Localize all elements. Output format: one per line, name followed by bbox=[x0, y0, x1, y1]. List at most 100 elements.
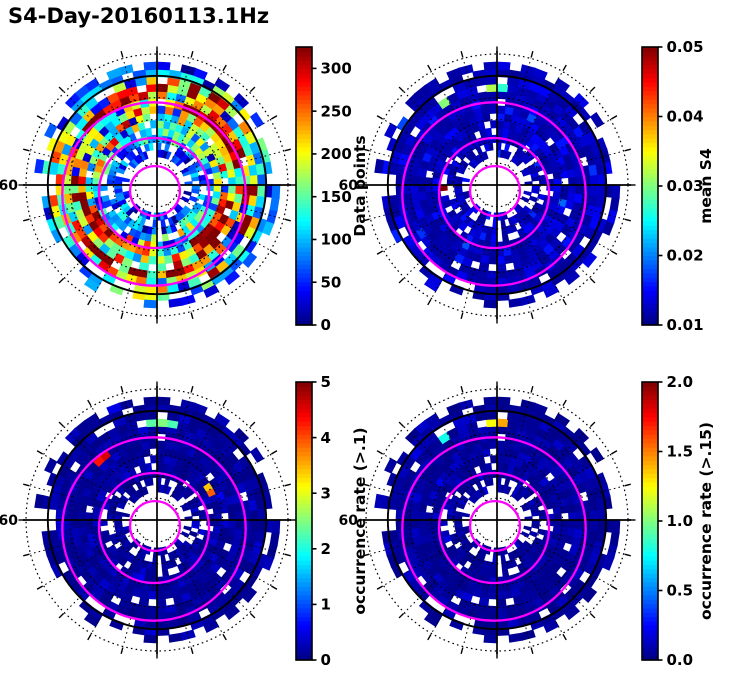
heatmap-cell bbox=[410, 519, 419, 530]
heatmap-cell bbox=[130, 203, 139, 212]
heatmap-cell bbox=[73, 84, 90, 100]
heatmap-cell bbox=[108, 126, 120, 138]
heatmap-cell bbox=[173, 540, 181, 549]
colorbar-swatch bbox=[642, 655, 658, 661]
colorbar-swatch bbox=[642, 412, 658, 418]
heatmap-cell bbox=[168, 121, 178, 131]
heatmap-cell bbox=[595, 472, 608, 488]
heatmap-cell bbox=[139, 152, 146, 162]
heatmap-cell bbox=[92, 171, 102, 180]
heatmap-cell bbox=[187, 611, 202, 624]
colorbar-swatch bbox=[642, 99, 658, 105]
heatmap-cell bbox=[456, 195, 466, 203]
colorbar-title: Data points bbox=[351, 135, 369, 236]
heatmap-cell bbox=[548, 142, 560, 154]
outer-tick bbox=[23, 218, 30, 222]
heatmap-cell bbox=[454, 192, 464, 199]
colorbar-swatch bbox=[642, 181, 658, 187]
heatmap-cell bbox=[138, 128, 147, 138]
heatmap-cell bbox=[219, 526, 229, 536]
heatmap-cell bbox=[139, 216, 147, 226]
colorbar-swatch bbox=[642, 577, 658, 583]
heatmap-cell bbox=[133, 411, 147, 422]
heatmap-cell bbox=[233, 427, 250, 444]
heatmap-cell bbox=[144, 462, 153, 472]
heatmap-cell bbox=[496, 447, 505, 457]
heatmap-cell bbox=[70, 166, 81, 178]
colorbar-swatch bbox=[642, 298, 658, 304]
heatmap-cell bbox=[68, 446, 83, 462]
heatmap-cell bbox=[501, 462, 510, 472]
heatmap-cell bbox=[180, 64, 196, 76]
heatmap-cell bbox=[185, 88, 199, 100]
heatmap-cell bbox=[156, 61, 171, 71]
heatmap-cell bbox=[475, 550, 483, 560]
magnetic-contour bbox=[61, 436, 247, 622]
colorbar-swatch bbox=[296, 542, 312, 548]
colorbar-swatch bbox=[642, 47, 658, 52]
heatmap-cell bbox=[564, 160, 575, 171]
heatmap-cell bbox=[539, 466, 551, 478]
heatmap-cell bbox=[98, 222, 110, 234]
heatmap-cell bbox=[403, 193, 413, 206]
heatmap-cell bbox=[148, 591, 158, 600]
heatmap-cell bbox=[210, 272, 226, 286]
colorbar-swatch bbox=[296, 164, 312, 170]
colorbar-swatch bbox=[296, 629, 312, 635]
heatmap-cell bbox=[404, 427, 421, 444]
heatmap-cell bbox=[109, 197, 119, 206]
heatmap-cell bbox=[167, 411, 181, 422]
outer-tick bbox=[589, 612, 596, 619]
heatmap-cell bbox=[402, 455, 416, 471]
heatmap-cell bbox=[248, 194, 258, 207]
colorbar-swatch bbox=[642, 594, 658, 600]
heatmap-cell bbox=[102, 271, 117, 285]
heatmap-cell bbox=[418, 425, 434, 441]
heatmap-cell bbox=[549, 572, 562, 585]
colorbar-swatch bbox=[296, 216, 312, 222]
heatmap-cell bbox=[565, 551, 577, 564]
colorbar-title: occurrence rate (>.15) bbox=[697, 422, 715, 620]
outer-tick bbox=[398, 86, 405, 93]
outer-tick bbox=[58, 277, 65, 284]
heatmap-cell bbox=[161, 127, 170, 137]
heatmap-cell bbox=[164, 589, 174, 600]
heatmap-cell bbox=[572, 231, 586, 246]
heatmap-cell bbox=[511, 587, 522, 598]
heatmap-cell bbox=[595, 530, 606, 544]
heatmap-cell bbox=[410, 510, 419, 521]
heatmap-cell bbox=[564, 270, 581, 286]
heatmap-cell bbox=[423, 277, 440, 293]
heatmap-cell bbox=[187, 416, 202, 429]
heatmap-cell bbox=[589, 508, 599, 521]
heatmap-cell bbox=[543, 96, 558, 110]
heatmap-cell bbox=[140, 254, 150, 265]
heatmap-cell bbox=[523, 190, 532, 197]
heatmap-cell bbox=[458, 221, 469, 232]
heatmap-cell bbox=[473, 411, 487, 422]
heatmap-cell bbox=[592, 205, 604, 220]
heatmap-cell bbox=[139, 487, 146, 497]
heatmap-cell bbox=[386, 137, 399, 153]
heatmap-cell bbox=[166, 84, 179, 94]
colorbar-swatch bbox=[296, 564, 312, 570]
heatmap-cell bbox=[450, 159, 461, 169]
heatmap-cell bbox=[566, 192, 577, 202]
heatmap-cell bbox=[576, 583, 592, 599]
heatmap-cell bbox=[198, 509, 208, 516]
heatmap-cell bbox=[428, 272, 444, 286]
colorbar-swatch bbox=[296, 638, 312, 644]
heatmap-cell bbox=[531, 523, 540, 530]
heatmap-cell bbox=[537, 420, 552, 434]
colorbar-swatch bbox=[296, 503, 312, 509]
heatmap-cell bbox=[527, 498, 537, 506]
heatmap-cell bbox=[96, 595, 111, 609]
colorbar-swatch bbox=[642, 542, 658, 548]
heatmap-cell bbox=[549, 237, 562, 250]
outer-tick bbox=[120, 386, 124, 393]
heatmap-cell bbox=[220, 425, 236, 441]
heatmap-cell bbox=[454, 510, 463, 517]
heatmap-cell bbox=[138, 261, 150, 272]
heatmap-cell bbox=[171, 550, 179, 560]
heatmap-cell bbox=[410, 166, 421, 178]
